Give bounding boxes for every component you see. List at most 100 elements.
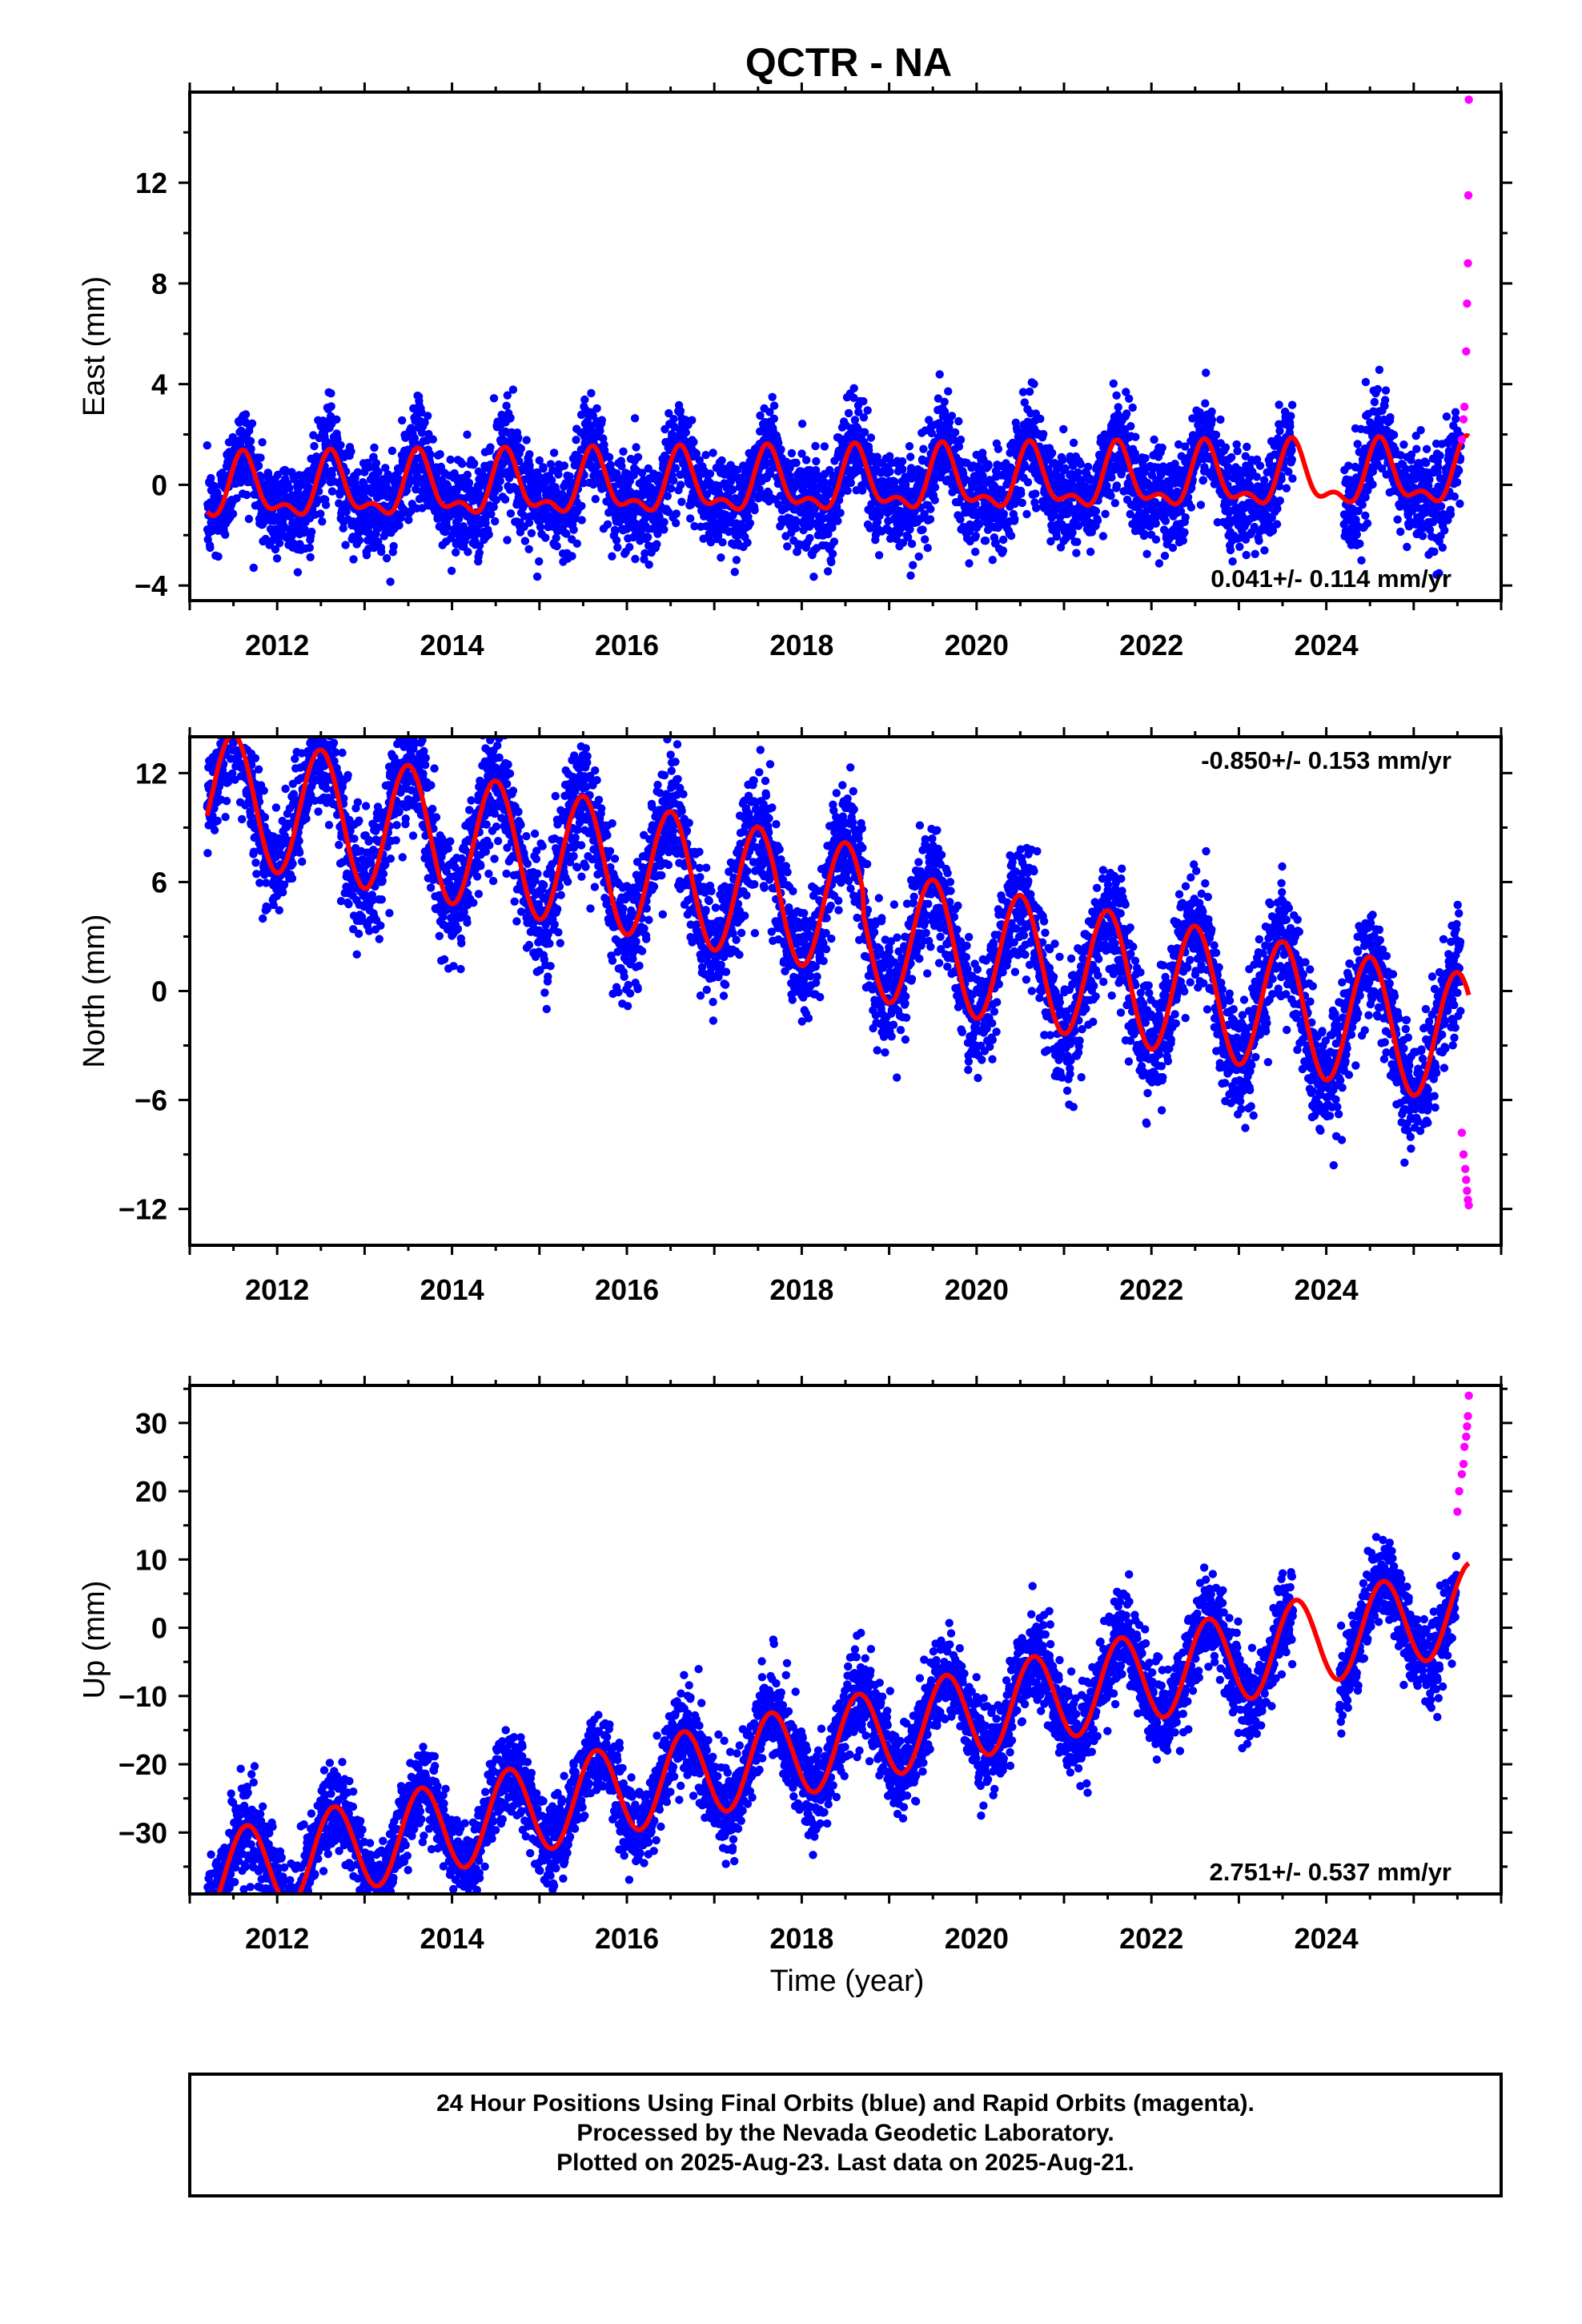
final-point bbox=[500, 495, 510, 504]
final-point bbox=[232, 494, 241, 503]
final-point bbox=[332, 415, 341, 424]
final-point bbox=[994, 444, 1003, 453]
final-point bbox=[258, 438, 267, 447]
final-point bbox=[1227, 452, 1236, 462]
final-point bbox=[603, 520, 612, 529]
final-point bbox=[1440, 526, 1449, 535]
final-point bbox=[263, 470, 273, 479]
final-point bbox=[797, 449, 806, 458]
final-point bbox=[1048, 448, 1057, 457]
final-point bbox=[850, 416, 860, 424]
final-point bbox=[866, 433, 876, 442]
final-point bbox=[859, 413, 869, 422]
final-point bbox=[503, 536, 512, 545]
final-point bbox=[579, 479, 588, 488]
final-point bbox=[481, 519, 490, 528]
final-point bbox=[1275, 426, 1284, 436]
final-point bbox=[811, 441, 820, 451]
final-point bbox=[653, 529, 662, 538]
final-point bbox=[885, 452, 894, 460]
final-point bbox=[1052, 532, 1062, 541]
final-point bbox=[256, 453, 265, 462]
final-point bbox=[572, 436, 580, 444]
final-point bbox=[890, 477, 899, 486]
final-point bbox=[436, 450, 444, 459]
final-point bbox=[998, 546, 1008, 555]
final-point bbox=[327, 487, 337, 496]
final-point bbox=[660, 525, 669, 534]
final-point bbox=[660, 517, 669, 527]
final-point bbox=[370, 443, 379, 452]
final-point bbox=[463, 470, 472, 480]
final-point bbox=[1150, 435, 1158, 444]
final-point bbox=[1242, 550, 1251, 560]
final-point bbox=[221, 530, 230, 539]
final-point bbox=[246, 436, 255, 445]
final-point bbox=[918, 525, 927, 534]
final-point bbox=[522, 436, 531, 444]
final-point bbox=[709, 448, 717, 457]
final-point bbox=[1006, 531, 1016, 541]
final-point bbox=[669, 415, 678, 424]
final-point bbox=[524, 545, 533, 553]
final-point bbox=[1031, 489, 1040, 498]
final-point bbox=[984, 461, 993, 470]
final-point bbox=[783, 542, 792, 551]
final-point bbox=[565, 472, 574, 480]
final-point bbox=[446, 455, 455, 464]
final-point bbox=[489, 394, 499, 403]
final-point bbox=[310, 441, 319, 451]
final-point bbox=[1430, 547, 1439, 557]
final-point bbox=[1039, 429, 1048, 439]
final-point bbox=[327, 389, 335, 398]
final-point bbox=[1109, 379, 1118, 388]
final-point bbox=[475, 541, 484, 550]
final-point bbox=[612, 536, 621, 545]
final-point bbox=[1032, 504, 1041, 513]
final-point bbox=[577, 501, 586, 510]
final-point bbox=[954, 416, 963, 426]
final-point bbox=[387, 446, 397, 456]
final-point bbox=[1422, 444, 1431, 453]
final-point bbox=[1422, 458, 1431, 468]
final-point bbox=[898, 464, 907, 474]
final-point bbox=[999, 535, 1008, 545]
final-point bbox=[925, 416, 934, 424]
final-point bbox=[732, 556, 741, 565]
final-point bbox=[249, 563, 258, 573]
final-point bbox=[1072, 549, 1081, 557]
final-point bbox=[347, 447, 355, 456]
final-point bbox=[768, 392, 777, 401]
final-point bbox=[1434, 462, 1443, 472]
final-point bbox=[596, 426, 604, 436]
final-point bbox=[355, 536, 364, 545]
final-point bbox=[904, 533, 913, 542]
final-point bbox=[1429, 517, 1438, 526]
final-point bbox=[1112, 481, 1122, 490]
final-point bbox=[464, 478, 474, 488]
final-point bbox=[353, 468, 363, 476]
final-point bbox=[475, 549, 484, 557]
final-point bbox=[1416, 426, 1425, 435]
final-point bbox=[515, 456, 524, 466]
final-point bbox=[867, 500, 876, 509]
final-point bbox=[508, 385, 518, 394]
final-point bbox=[944, 387, 953, 396]
final-point bbox=[486, 443, 495, 452]
final-point bbox=[1207, 407, 1216, 416]
final-point bbox=[956, 515, 965, 524]
final-point bbox=[631, 554, 640, 564]
final-point bbox=[823, 567, 833, 576]
final-point bbox=[1154, 559, 1164, 568]
final-point bbox=[247, 444, 255, 453]
final-point bbox=[756, 411, 765, 420]
final-point bbox=[743, 538, 752, 547]
final-point bbox=[1101, 509, 1110, 518]
final-point bbox=[587, 388, 596, 398]
final-point bbox=[365, 463, 374, 472]
final-point bbox=[1128, 403, 1137, 412]
final-point bbox=[608, 552, 616, 561]
final-point bbox=[506, 509, 516, 518]
final-point bbox=[805, 533, 814, 543]
final-point bbox=[677, 480, 685, 489]
